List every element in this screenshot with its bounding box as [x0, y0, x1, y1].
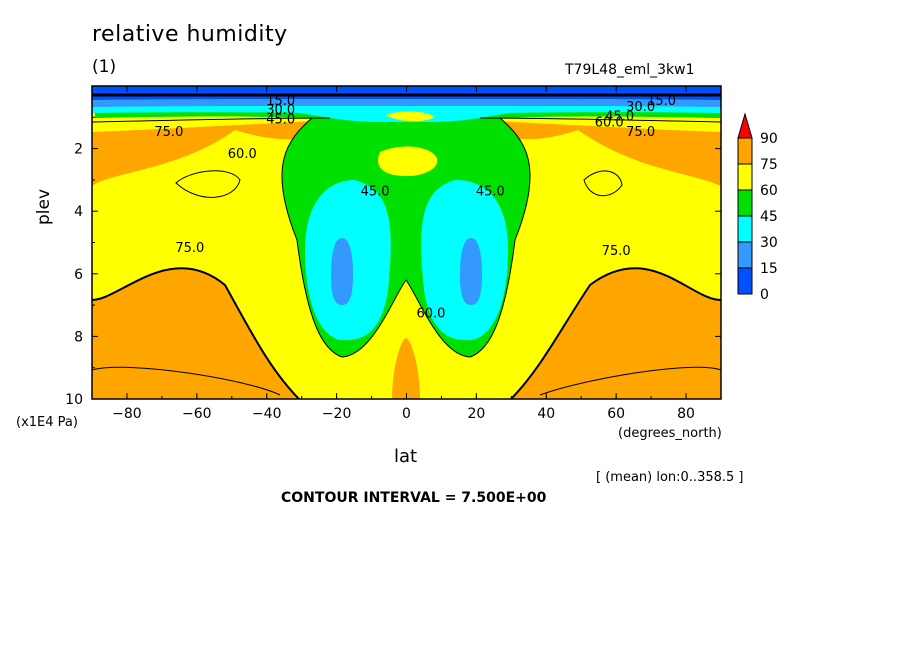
x-tick-label: 40 [537, 406, 555, 422]
center-upper-pocket-60-75 [385, 111, 435, 122]
contour-60-inner [281, 117, 531, 358]
contour-label: 75.0 [154, 125, 183, 140]
contour-label: 75.0 [626, 125, 655, 140]
contour-label: 45.0 [266, 113, 295, 128]
band-75-90 [92, 86, 721, 399]
right-cell-15-30 [460, 238, 482, 305]
colorbar-arrow [737, 112, 753, 139]
x-axis: −80 −60 −40 −20 0 20 40 60 80 [91, 86, 722, 422]
y-tick-label: 6 [74, 267, 83, 283]
x-tick-label: −60 [182, 406, 212, 422]
colorbar-label: 45 [760, 209, 778, 225]
chart-title: relative humidity [92, 22, 288, 47]
contour-label: 30.0 [626, 100, 655, 115]
left-cell-30-45 [305, 180, 391, 341]
contour-labels: 15.030.045.075.060.045.0 45.075.0 75.060.0… [154, 94, 676, 322]
colorbar: 90 75 60 45 30 15 0 [737, 112, 778, 303]
contour-label: 15.0 [266, 94, 295, 109]
contour-label: 30.0 [266, 103, 295, 118]
x-tick-label: 80 [677, 406, 695, 422]
mean-info: [ (mean) lon:0..358.5 ] [596, 470, 744, 485]
contour-label: 75.0 [175, 241, 204, 256]
contour-label: 75.0 [602, 244, 631, 259]
y-axis-unit: (x1E4 Pa) [16, 415, 78, 430]
colorbar-label: 0 [760, 287, 769, 303]
x-axis-label: lat [394, 446, 418, 467]
colorbar-swatch-45-60 [737, 189, 753, 217]
x-axis-unit: (degrees_north) [618, 426, 722, 441]
y-tick-label: 8 [74, 329, 83, 345]
contour-label: 45.0 [476, 185, 505, 200]
contour-interval-label: CONTOUR INTERVAL = 7.500E+00 [281, 490, 547, 506]
x-tick-label: −80 [112, 406, 142, 422]
plot-frame [91, 85, 722, 400]
band-30-45 [92, 86, 721, 122]
x-tick-label: 20 [467, 406, 485, 422]
contour-label: 60.0 [595, 116, 624, 131]
x-tick-label: −20 [322, 406, 352, 422]
y-tick-label: 4 [74, 204, 83, 220]
bottom-plume-75-90 [392, 338, 420, 399]
contour-upper [92, 117, 721, 123]
contour-fill-layer [92, 86, 721, 399]
x-tick-label: 60 [607, 406, 625, 422]
contour-lines [92, 93, 721, 399]
y-tick-label: 2 [74, 142, 83, 158]
contour-bottom-left [92, 366, 281, 396]
x-tick-label: −40 [252, 406, 282, 422]
colorbar-swatch-15-30 [737, 241, 753, 269]
center-pocket-60-75 [377, 146, 438, 177]
contour-thin-right [583, 170, 623, 197]
y-axis: 2 4 6 8 10 [65, 116, 721, 408]
contour-label: 45.0 [605, 109, 634, 124]
colorbar-swatch-60-75 [737, 163, 753, 191]
band-15-30 [92, 86, 721, 107]
y-tick-label: 10 [65, 392, 83, 408]
chart-subtitle: (1) [92, 57, 117, 77]
contour-label: 60.0 [416, 307, 445, 322]
contour-75-left [92, 267, 301, 399]
contour-label: 45.0 [361, 185, 390, 200]
contour-label: 60.0 [228, 147, 257, 162]
contour-75-right [509, 267, 721, 399]
contour-bottom-right [539, 366, 721, 396]
colorbar-swatch-0-15 [737, 267, 753, 295]
left-cell-15-30 [331, 238, 353, 305]
colorbar-swatch-30-45 [737, 215, 753, 243]
y-axis-label: plev [34, 188, 54, 225]
band-0-15 [92, 86, 721, 100]
colorbar-label: 15 [760, 261, 778, 277]
colorbar-label: 75 [760, 157, 778, 173]
x-tick-label: 0 [402, 406, 411, 422]
right-cell-30-45 [421, 180, 508, 341]
colorbar-swatch-75-90 [737, 137, 753, 165]
contour-thin-left [175, 170, 241, 198]
contour-label: 15.0 [647, 94, 676, 109]
band-45-60 [95, 86, 720, 357]
band-60-75 [92, 110, 721, 399]
colorbar-label: 90 [760, 131, 778, 147]
colorbar-label: 60 [760, 183, 778, 199]
colorbar-label: 30 [760, 235, 778, 251]
band-60-75-tops [92, 86, 721, 132]
run-id-label: T79L48_eml_3kw1 [565, 62, 695, 78]
